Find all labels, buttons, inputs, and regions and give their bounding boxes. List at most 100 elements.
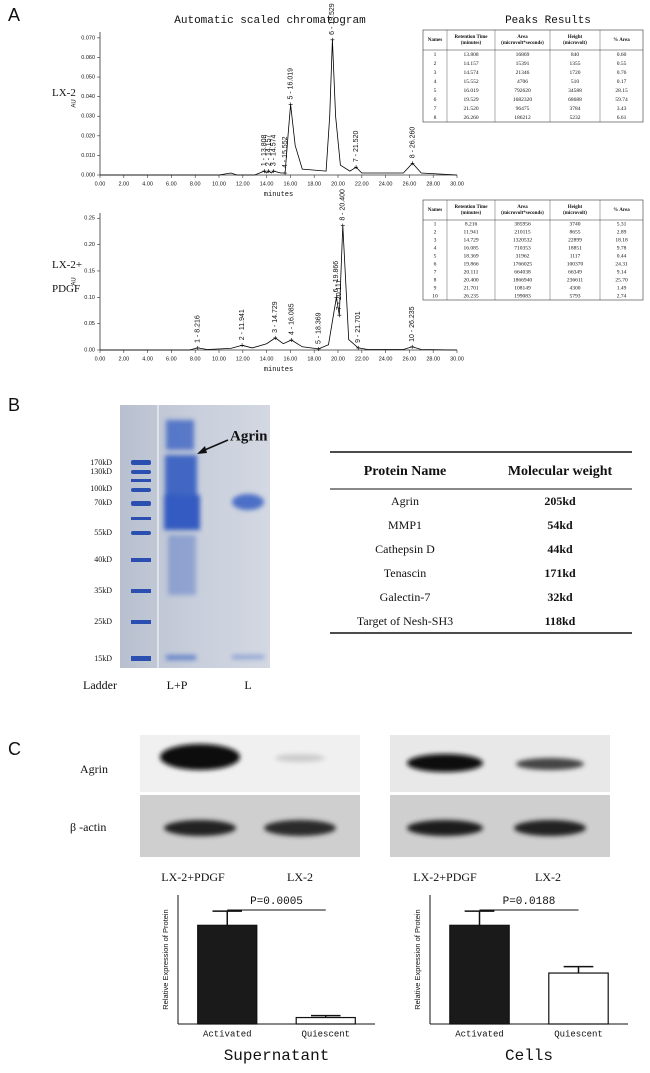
blot-lane-label: LX-2 [535,870,561,884]
table-cell: 840 [571,52,580,58]
table-cell: 18851 [568,245,582,251]
table-cell: 792620 [514,88,531,94]
table-cell: 3740 [570,221,581,227]
table-cell: 510 [571,79,580,85]
table-header: Area [517,205,528,210]
x-tick-label: Activated [455,1029,504,1039]
table-cell: 31962 [516,253,530,259]
table-cell: 4 [434,245,437,251]
table-cell: 199083 [514,293,531,299]
table-cell: 96475 [516,106,530,112]
table-cell: 6 [434,261,437,267]
table-cell: Galectin-7 [380,590,431,604]
peak-marker [316,346,321,351]
table-cell: 9 [434,285,437,291]
error-bar [563,965,594,974]
x-tick-label: 24.00 [379,356,393,362]
table-cell: 3.43 [617,106,627,112]
x-tick-label: 20.00 [331,356,345,362]
peak-marker [410,161,415,166]
table-cell: 5793 [570,293,581,299]
gel-annotation: Agrin [230,428,268,444]
error-bar [212,910,243,926]
blot-lane-label: LX-2 [287,870,313,884]
x-tick-label: 22.00 [355,356,369,362]
error-bar [464,910,495,926]
peak-label: 3 - 14.574 [270,134,277,166]
table-header: (microvolt*seconds) [501,211,544,216]
x-tick-label: Quiescent [301,1029,350,1039]
side-label: LX-2 [52,87,76,99]
table-cell: 32kd [547,590,573,604]
table-cell: 13.808 [463,52,478,58]
y-tick-label: 0.060 [81,55,95,61]
table-cell: 8 [434,277,437,283]
chromatogram-title: Automatic scaled chromatogram [174,15,366,27]
table-cell: 1.49 [617,285,627,291]
table-cell: 210115 [514,229,531,235]
table-cell: 24.31 [615,261,628,267]
panel-label: A [8,5,20,25]
table-cell: 0.60 [617,52,627,58]
table-cell: 21.520 [463,106,478,112]
peak-label: 1 - 8.216 [195,315,202,343]
arrow-head [197,446,207,454]
table-cell: 7 [434,269,437,275]
table-frame [422,29,644,123]
table-header: Area [517,35,528,40]
peak-marker [337,313,342,318]
x-tick-label: 14.00 [260,181,274,187]
table-header: Names [428,208,442,213]
table-cell: 6 [434,97,437,103]
ladder-bands [131,460,151,661]
table-cell: 108149 [514,285,531,291]
table-cell: 2 [434,61,437,67]
significance-label: P=0.0005 [250,896,303,908]
table-cell: 1682320 [513,97,533,103]
peak-marker [262,169,267,174]
y-tick-label: 0.050 [81,75,95,81]
y-tick-label: 0.10 [84,295,95,301]
peak-marker [410,344,415,349]
x-tick-label: 2.00 [118,356,129,362]
table-cell: 20.111 [464,269,479,275]
x-tick-label: 14.00 [260,356,274,362]
panel-label: C [8,739,21,759]
peak-label: 7 - 20.111 [336,280,343,311]
table-cell: Cathepsin D [375,542,435,556]
table-cell: 26.260 [463,115,478,121]
table-cell: 19.529 [463,97,478,103]
peak-label: 7 - 21.520 [353,131,360,163]
x-tick-label: 4.00 [142,181,153,187]
x-tick-label: 8.00 [190,181,201,187]
x-axis-label: Cells [505,1047,553,1065]
table-cell: 0.76 [617,70,627,76]
blot-lane-label: LX-2+PDGF [413,870,477,884]
peak-marker [334,295,339,300]
table-cell: 1117 [570,253,581,259]
peak-marker [240,343,245,348]
y-tick-label: 0.15 [84,268,95,274]
blot-row-label: Agrin [80,762,108,776]
side-label: PDGF [52,283,80,295]
table-cell: 2.74 [617,293,627,299]
table-cell: 18.18 [615,237,628,243]
y-axis-label: AU [72,277,78,285]
table-cell: 68688 [568,97,582,103]
table-cell: Agrin [391,494,419,508]
x-tick-label: 0.00 [95,356,106,362]
table-cell: 18.369 [463,253,478,259]
table-header: % Area [613,38,630,43]
blot-images [140,735,610,857]
table-cell: 8 [434,115,437,121]
ladder-label: 170kD [90,458,112,467]
table-cell: 8655 [570,229,581,235]
peak-marker [273,335,278,340]
peak-marker [356,345,361,350]
x-tick-label: 0.00 [95,181,106,187]
table-cell: 1 [434,52,437,58]
table-header: Molecular weight [508,464,613,479]
table-header: (minutes) [461,41,482,46]
table-cell: 4300 [570,285,581,291]
